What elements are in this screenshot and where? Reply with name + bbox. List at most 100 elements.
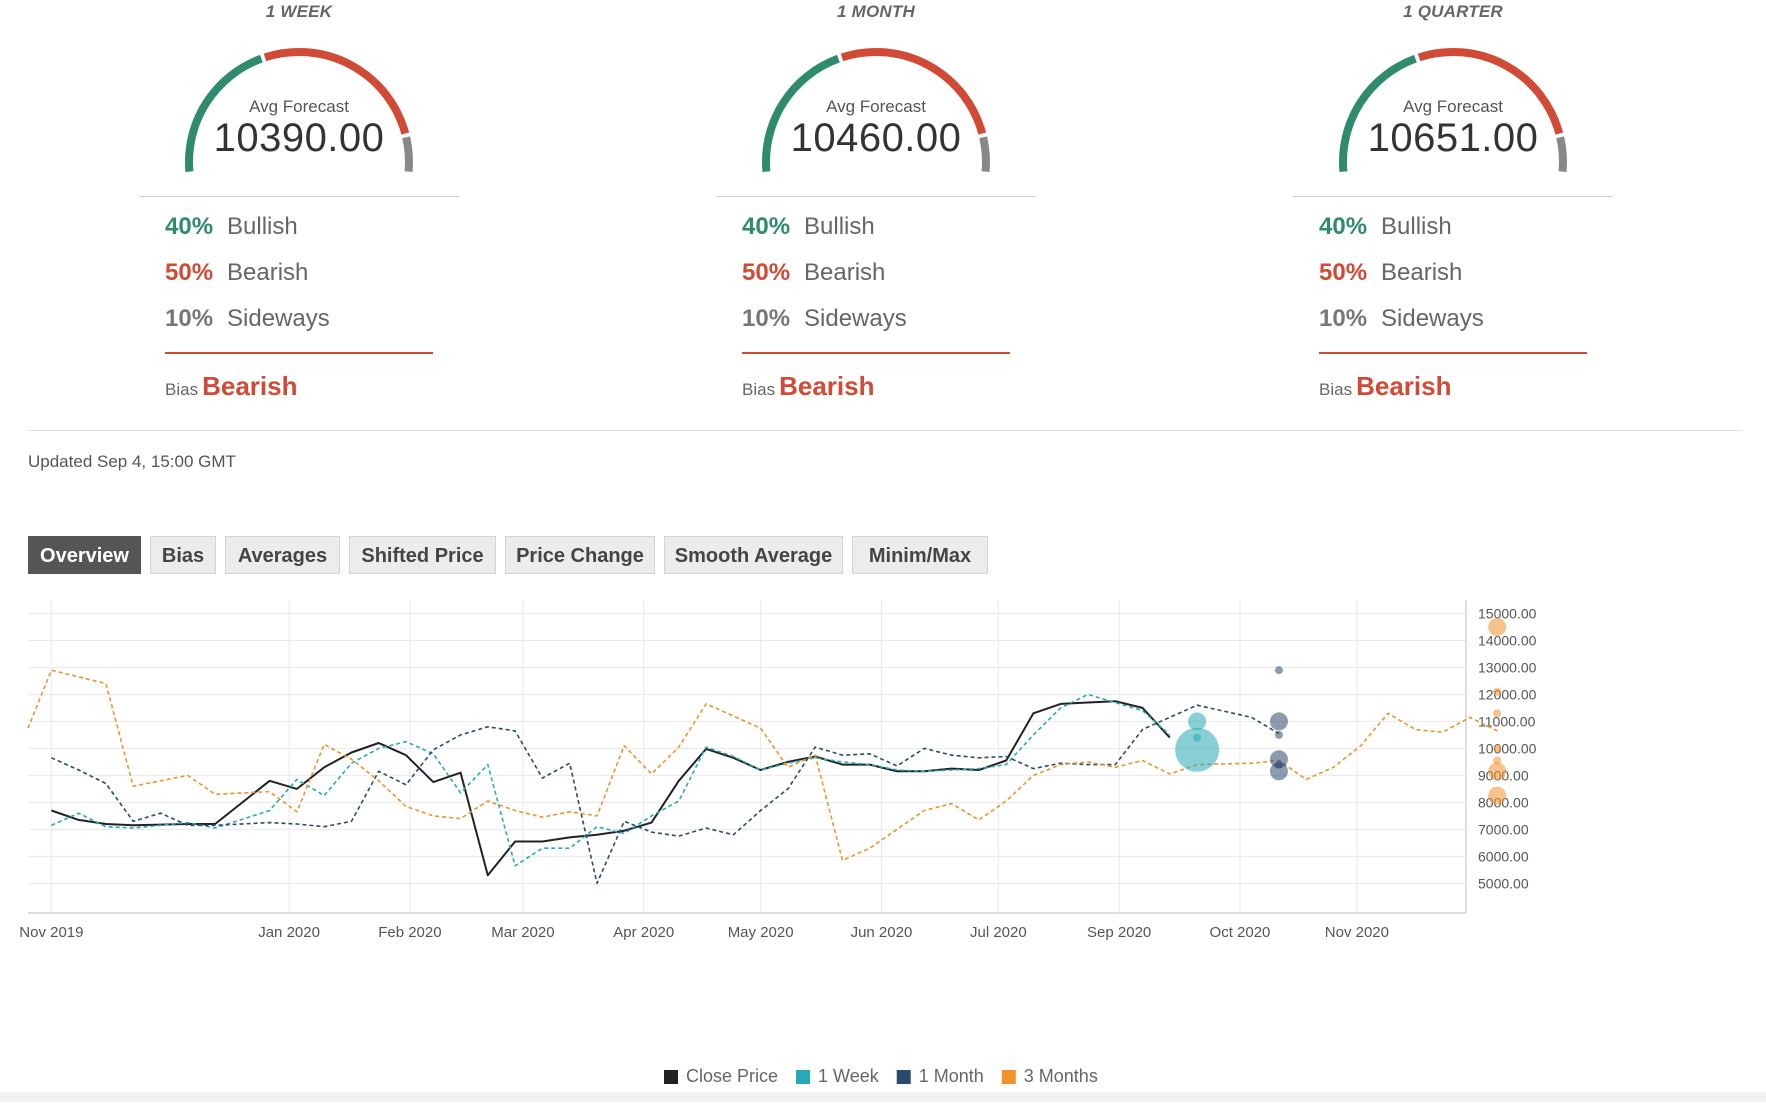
- bullish-label: Bullish: [804, 213, 875, 240]
- sideways-label: Sideways: [804, 305, 907, 332]
- legend-label: 3 Months: [1024, 1066, 1098, 1086]
- x-tick-label: Jan 2020: [258, 924, 320, 941]
- chart-legend: Close Price 1 Week 1 Month 3 Months: [664, 1066, 1098, 1086]
- x-tick-label: May 2020: [728, 924, 794, 941]
- gauge-bearish-arc: [263, 48, 410, 135]
- x-tick-label: Nov 2019: [19, 924, 83, 941]
- x-tick-label: Oct 2020: [1210, 924, 1271, 941]
- legend-label: 1 Week: [818, 1066, 880, 1086]
- forecast-bubble-3-months[interactable]: [1493, 744, 1502, 753]
- bearish-pct: 50%: [165, 259, 214, 286]
- bearish-label: Bearish: [227, 259, 309, 286]
- x-tick-label: Nov 2020: [1325, 924, 1389, 941]
- bearish-pct: 50%: [1319, 259, 1368, 286]
- x-tick-label: Sep 2020: [1087, 924, 1151, 941]
- legend-item[interactable]: Close Price: [664, 1066, 778, 1086]
- gauge-sideways-arc: [979, 136, 990, 172]
- bias-label: Bias: [742, 380, 776, 399]
- gauge-bullish-arc: [1339, 54, 1417, 172]
- bearish-pct: 50%: [742, 259, 791, 286]
- sideways-pct: 10%: [165, 305, 214, 332]
- legend-swatch: [796, 1070, 811, 1084]
- tab-smooth-average[interactable]: Smooth Average: [664, 536, 843, 574]
- tab-minim-max[interactable]: Minim/Max: [852, 536, 988, 574]
- legend-item[interactable]: 3 Months: [1001, 1066, 1098, 1086]
- series-line-3-months[interactable]: [27, 669, 1498, 862]
- forecast-bubble-3-months[interactable]: [1488, 762, 1507, 781]
- tab-bias[interactable]: Bias: [150, 536, 216, 574]
- bullish-row: 40% Bullish: [165, 212, 298, 242]
- avg-forecast-label: Avg Forecast: [249, 97, 349, 116]
- x-tick-label: Jun 2020: [851, 924, 913, 941]
- series-line-1-week[interactable]: [51, 693, 1171, 867]
- bias-label: Bias: [1319, 380, 1353, 399]
- bias-divider: [1319, 352, 1587, 354]
- divider: [139, 196, 459, 197]
- forecast-bubble-3-months[interactable]: [1493, 709, 1502, 718]
- bias-value: Bearish: [779, 371, 875, 401]
- forecast-bubble-1-month[interactable]: [1269, 712, 1288, 731]
- tab-price-change[interactable]: Price Change: [505, 536, 655, 574]
- bullish-label: Bullish: [1381, 213, 1452, 240]
- sideways-pct: 10%: [1319, 305, 1368, 332]
- forecast-bubble-1-week[interactable]: [1188, 712, 1207, 731]
- gauge-period-title: 1 QUARTER: [1403, 2, 1503, 21]
- forecast-bubble-3-months[interactable]: [1488, 786, 1507, 805]
- bias-value: Bearish: [202, 371, 298, 401]
- sentiment-gauge: [1339, 48, 1567, 172]
- bullish-row: 40% Bullish: [1319, 212, 1452, 242]
- gauge-bullish-arc: [185, 54, 263, 172]
- forecast-bubble-3-months[interactable]: [1493, 687, 1502, 696]
- y-tick-label: 5000.00: [1478, 875, 1529, 891]
- tab-shifted-price[interactable]: Shifted Price: [349, 536, 496, 574]
- avg-forecast-value: 10390.00: [213, 116, 385, 160]
- y-tick-label: 11000.00: [1478, 713, 1536, 729]
- bias-row: Bias Bearish: [165, 371, 297, 402]
- bias-divider: [165, 352, 433, 354]
- x-tick-label: Jul 2020: [970, 924, 1027, 941]
- y-tick-label: 10000.00: [1478, 740, 1537, 756]
- bearish-row: 50% Bearish: [165, 258, 308, 288]
- divider: [1293, 196, 1613, 197]
- sideways-row: 10% Sideways: [742, 304, 907, 334]
- avg-forecast-value: 10651.00: [1367, 116, 1539, 160]
- bias-label: Bias: [165, 380, 199, 399]
- y-tick-label: 7000.00: [1478, 821, 1529, 837]
- legend-label: Close Price: [686, 1066, 778, 1086]
- tab-averages[interactable]: Averages: [225, 536, 340, 574]
- bearish-row: 50% Bearish: [742, 258, 885, 288]
- avg-forecast-label: Avg Forecast: [1403, 97, 1503, 116]
- avg-forecast-label: Avg Forecast: [826, 97, 926, 116]
- sentiment-gauge: [185, 48, 413, 172]
- divider: [716, 196, 1036, 197]
- forecast-chart-svg: 15000.00 14000.00 13000.00 12000.00 11000.00…: [19, 600, 1537, 1086]
- forecast-bubble-3-months[interactable]: [1493, 756, 1502, 765]
- forecast-bubble-1-month[interactable]: [1274, 730, 1283, 739]
- bias-row: Bias Bearish: [742, 371, 874, 402]
- series-line-1-month[interactable]: [51, 704, 1280, 885]
- y-tick-label: 12000.00: [1478, 686, 1537, 702]
- tab-overview[interactable]: Overview: [28, 536, 141, 574]
- legend-item[interactable]: 1 Week: [796, 1066, 880, 1086]
- bullish-row: 40% Bullish: [742, 212, 875, 242]
- forecast-bubble-3-months[interactable]: [1488, 617, 1507, 636]
- footer-strip: [0, 1092, 1766, 1102]
- x-tick-label: Feb 2020: [378, 924, 441, 941]
- legend-swatch: [896, 1070, 911, 1084]
- sideways-label: Sideways: [1381, 305, 1484, 332]
- forecast-bubble-1-week[interactable]: [1175, 727, 1220, 772]
- series-line-close-price[interactable]: [51, 700, 1171, 877]
- gauge-bearish-arc: [840, 48, 987, 135]
- x-tick-label: Mar 2020: [491, 924, 554, 941]
- gauge-sideways-arc: [1556, 136, 1567, 172]
- bias-row: Bias Bearish: [1319, 371, 1451, 402]
- bullish-label: Bullish: [227, 213, 298, 240]
- forecast-bubble-1-month[interactable]: [1269, 762, 1288, 781]
- bullish-pct: 40%: [742, 213, 791, 240]
- y-tick-label: 14000.00: [1478, 632, 1537, 648]
- forecast-bubble-1-month[interactable]: [1274, 666, 1283, 675]
- sideways-row: 10% Sideways: [165, 304, 330, 334]
- updated-timestamp: Updated Sep 4, 15:00 GMT: [28, 452, 236, 471]
- legend-item[interactable]: 1 Month: [896, 1066, 984, 1086]
- sentiment-gauge: [762, 48, 990, 172]
